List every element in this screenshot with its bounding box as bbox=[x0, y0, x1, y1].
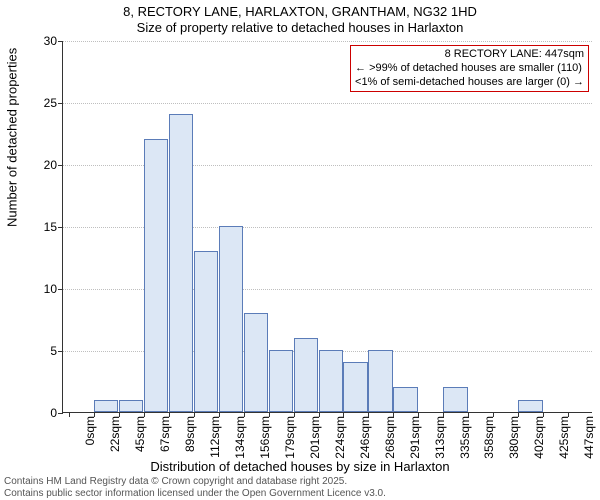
plot-area: 051015202530 8 RECTORY LANE: 447sqm ← >9… bbox=[62, 41, 592, 413]
x-axis-label: Distribution of detached houses by size … bbox=[0, 459, 600, 474]
x-tick-mark bbox=[194, 412, 195, 417]
x-tick-label: 156sqm bbox=[258, 416, 272, 459]
x-tick-label: 425sqm bbox=[557, 416, 571, 459]
x-tick-label: 268sqm bbox=[383, 416, 397, 459]
annotation-box: 8 RECTORY LANE: 447sqm ← >99% of detache… bbox=[350, 45, 589, 92]
bar bbox=[343, 362, 367, 412]
bar bbox=[94, 400, 118, 412]
bar bbox=[319, 350, 343, 412]
x-tick-mark bbox=[343, 412, 344, 417]
annotation-line-3: <1% of semi-detached houses are larger (… bbox=[355, 76, 584, 90]
x-tick-mark bbox=[94, 412, 95, 417]
x-tick-mark bbox=[468, 412, 469, 417]
annotation-line-1: 8 RECTORY LANE: 447sqm bbox=[355, 48, 584, 62]
bar bbox=[393, 387, 417, 412]
bar bbox=[269, 350, 293, 412]
x-tick-mark bbox=[393, 412, 394, 417]
x-tick-mark bbox=[543, 412, 544, 417]
bar bbox=[144, 139, 168, 412]
y-tick-label: 30 bbox=[44, 34, 63, 48]
bar-container bbox=[63, 41, 592, 412]
x-tick-label: 358sqm bbox=[482, 416, 496, 459]
license-line-1: Contains HM Land Registry data © Crown c… bbox=[4, 476, 386, 488]
y-tick-label: 0 bbox=[50, 406, 63, 420]
bar bbox=[119, 400, 143, 412]
x-tick-label: 179sqm bbox=[283, 416, 297, 459]
x-tick-mark bbox=[244, 412, 245, 417]
bar bbox=[169, 114, 193, 412]
bar bbox=[518, 400, 542, 412]
x-tick-mark bbox=[443, 412, 444, 417]
x-tick-label: 45sqm bbox=[133, 416, 147, 452]
x-tick-label: 380sqm bbox=[507, 416, 521, 459]
x-tick-label: 201sqm bbox=[308, 416, 322, 459]
x-tick-label: 67sqm bbox=[158, 416, 172, 452]
x-tick-label: 291sqm bbox=[408, 416, 422, 459]
y-tick-label: 20 bbox=[44, 158, 63, 172]
y-tick-label: 5 bbox=[50, 344, 63, 358]
license-text: Contains HM Land Registry data © Crown c… bbox=[4, 476, 386, 499]
x-tick-mark bbox=[294, 412, 295, 417]
y-tick-label: 10 bbox=[44, 282, 63, 296]
x-tick-mark bbox=[169, 412, 170, 417]
x-tick-mark bbox=[568, 412, 569, 417]
x-tick-mark bbox=[119, 412, 120, 417]
x-tick-label: 402sqm bbox=[532, 416, 546, 459]
bar bbox=[443, 387, 467, 412]
bar bbox=[368, 350, 392, 412]
license-line-2: Contains public sector information licen… bbox=[4, 488, 386, 500]
x-tick-label: 224sqm bbox=[333, 416, 347, 459]
chart-title: 8, RECTORY LANE, HARLAXTON, GRANTHAM, NG… bbox=[0, 4, 600, 37]
bar bbox=[219, 226, 243, 412]
x-tick-mark bbox=[219, 412, 220, 417]
x-tick-label: 89sqm bbox=[183, 416, 197, 452]
x-tick-mark bbox=[269, 412, 270, 417]
x-tick-label: 134sqm bbox=[233, 416, 247, 459]
x-tick-mark bbox=[319, 412, 320, 417]
x-tick-mark bbox=[144, 412, 145, 417]
x-tick-label: 22sqm bbox=[108, 416, 122, 452]
y-axis-label: Number of detached properties bbox=[5, 48, 20, 227]
bar bbox=[244, 313, 268, 412]
x-tick-mark bbox=[493, 412, 494, 417]
y-tick-label: 15 bbox=[44, 220, 63, 234]
x-tick-label: 447sqm bbox=[582, 416, 596, 459]
annotation-line-2: ← >99% of detached houses are smaller (1… bbox=[355, 62, 584, 76]
x-tick-mark bbox=[418, 412, 419, 417]
x-tick-mark bbox=[69, 412, 70, 417]
x-tick-label: 313sqm bbox=[433, 416, 447, 459]
x-tick-label: 335sqm bbox=[458, 416, 472, 459]
bar bbox=[194, 251, 218, 412]
bar bbox=[294, 338, 318, 412]
title-line-1: 8, RECTORY LANE, HARLAXTON, GRANTHAM, NG… bbox=[0, 4, 600, 20]
x-tick-mark bbox=[368, 412, 369, 417]
x-tick-label: 112sqm bbox=[208, 416, 222, 458]
x-tick-label: 0sqm bbox=[83, 416, 97, 445]
y-tick-label: 25 bbox=[44, 96, 63, 110]
x-tick-mark bbox=[518, 412, 519, 417]
title-line-2: Size of property relative to detached ho… bbox=[0, 20, 600, 36]
x-tick-label: 246sqm bbox=[358, 416, 372, 459]
